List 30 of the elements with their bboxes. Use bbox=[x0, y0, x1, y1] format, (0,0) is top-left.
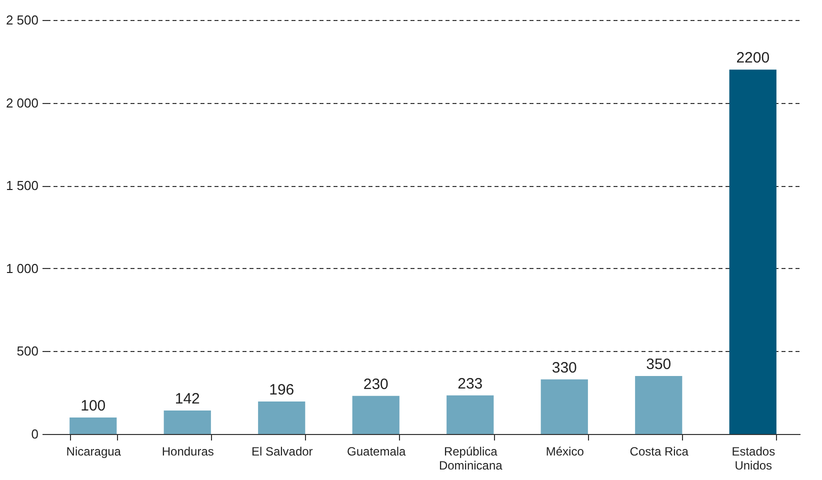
data-label: 230 bbox=[363, 376, 388, 393]
data-label: 2200 bbox=[736, 50, 770, 67]
bar bbox=[352, 396, 400, 434]
data-label: 350 bbox=[646, 356, 672, 374]
data-label: 100 bbox=[80, 397, 106, 414]
y-tick-label: 1 500 bbox=[6, 178, 38, 194]
x-tick-label: El Salvador bbox=[251, 444, 313, 458]
data-label: 330 bbox=[552, 359, 577, 376]
y-tick-label: 500 bbox=[16, 344, 38, 359]
y-tick-label: 1 000 bbox=[6, 260, 38, 276]
x-tick-label: Estados Unidos bbox=[732, 444, 776, 472]
x-tick-label: Honduras bbox=[162, 444, 214, 458]
bar bbox=[540, 379, 588, 434]
bar bbox=[729, 70, 776, 434]
x-tick-label: Nicaragua bbox=[66, 444, 122, 458]
x-tick-label: República Dominicana bbox=[438, 444, 503, 472]
bar bbox=[70, 417, 117, 434]
x-tick-label: México bbox=[546, 444, 584, 458]
bar bbox=[164, 410, 211, 434]
bar bbox=[635, 376, 682, 434]
data-label: 233 bbox=[458, 375, 483, 392]
y-tick-label: 2 500 bbox=[6, 12, 38, 28]
y-tick-label: 2 000 bbox=[6, 95, 38, 110]
bar bbox=[446, 395, 494, 434]
data-label: 196 bbox=[269, 382, 294, 399]
x-tick-label: Costa Rica bbox=[630, 444, 689, 458]
bar bbox=[258, 402, 306, 434]
x-tick-label: Guatemala bbox=[347, 444, 406, 458]
y-tick-label: 0 bbox=[31, 426, 38, 442]
data-label: 142 bbox=[174, 390, 200, 408]
